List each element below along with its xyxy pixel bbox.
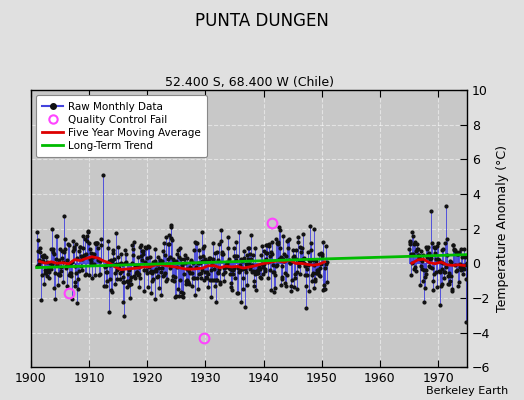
Legend: Raw Monthly Data, Quality Control Fail, Five Year Moving Average, Long-Term Tren: Raw Monthly Data, Quality Control Fail, … xyxy=(36,95,208,157)
Text: Berkeley Earth: Berkeley Earth xyxy=(426,386,508,396)
Title: 52.400 S, 68.400 W (Chile): 52.400 S, 68.400 W (Chile) xyxy=(165,76,334,89)
Text: PUNTA DUNGEN: PUNTA DUNGEN xyxy=(195,12,329,30)
Y-axis label: Temperature Anomaly (°C): Temperature Anomaly (°C) xyxy=(496,145,509,312)
